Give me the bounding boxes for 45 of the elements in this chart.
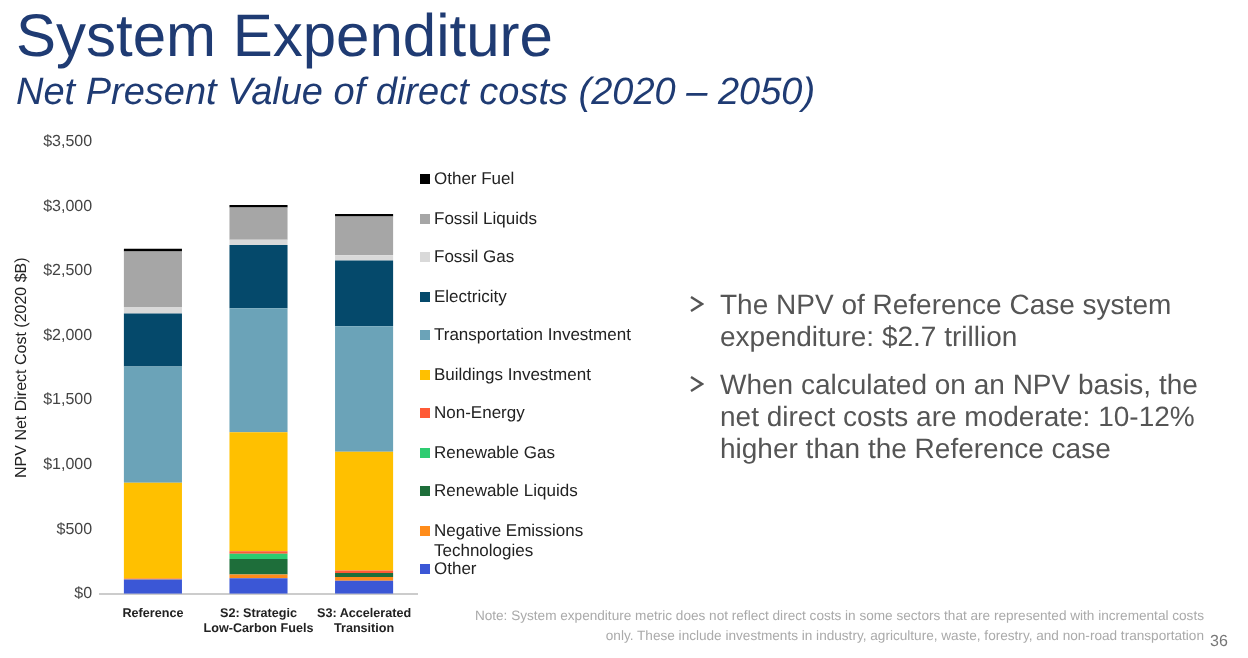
bar [229, 244, 288, 309]
y-tick-label: $2,000 [43, 325, 94, 344]
bar [123, 251, 182, 307]
y-tick-label: $3,000 [43, 196, 94, 215]
bar [229, 432, 288, 552]
legend-label: Non-Energy [434, 402, 525, 422]
bar [229, 308, 288, 433]
text: 36 [1210, 632, 1228, 650]
y-tick-label: $2,500 [43, 261, 94, 280]
legend-label: Electricity [434, 285, 507, 305]
bar [229, 558, 288, 575]
chart-subtitle: Net Present Value of direct costs (2020 – 2050) [16, 72, 816, 116]
y-tick-label: $1,000 [43, 454, 94, 473]
bar [335, 216, 394, 256]
bar [123, 313, 182, 367]
bar [229, 207, 288, 240]
y-axis-title: NPV Net Direct Cost (2020 $B) [12, 256, 31, 478]
bar [123, 579, 182, 594]
bar [123, 306, 182, 314]
bar [335, 255, 394, 261]
y-tick-label: $3,500 [43, 132, 94, 151]
bar [335, 451, 394, 571]
bar [229, 553, 288, 559]
legend-label: Other Fuel [434, 168, 515, 188]
text: When calculated on an NPV basis, the net direct costs are moderate: 10-12% higher than the Reference case [720, 368, 1200, 464]
legend-label: Buildings Investment [434, 363, 591, 383]
legend-label: Fossil Liquids [434, 207, 537, 227]
legend-label: Renewable Liquids [434, 480, 578, 500]
bar [123, 482, 182, 579]
chart-title: System Expenditure [16, 4, 553, 72]
y-tick-label: $500 [56, 519, 94, 538]
legend-label: Renewable Gas [434, 441, 555, 461]
bar [123, 366, 182, 483]
legend-label: Fossil Gas [434, 246, 515, 266]
legend-label: Other [434, 558, 477, 578]
y-tick-label: $1,500 [43, 390, 94, 409]
legend-label: Transportation Investment [434, 324, 631, 344]
bar [335, 260, 394, 327]
y-tick-label: $0 [74, 584, 94, 603]
bar [335, 326, 394, 452]
bar [229, 239, 288, 245]
legend-label: Negative Emissions Technologies [434, 519, 586, 559]
bar [335, 580, 394, 594]
bar [229, 578, 288, 594]
text: The NPV of Reference Case system expenditure: $2.7 trillion [720, 288, 1174, 352]
